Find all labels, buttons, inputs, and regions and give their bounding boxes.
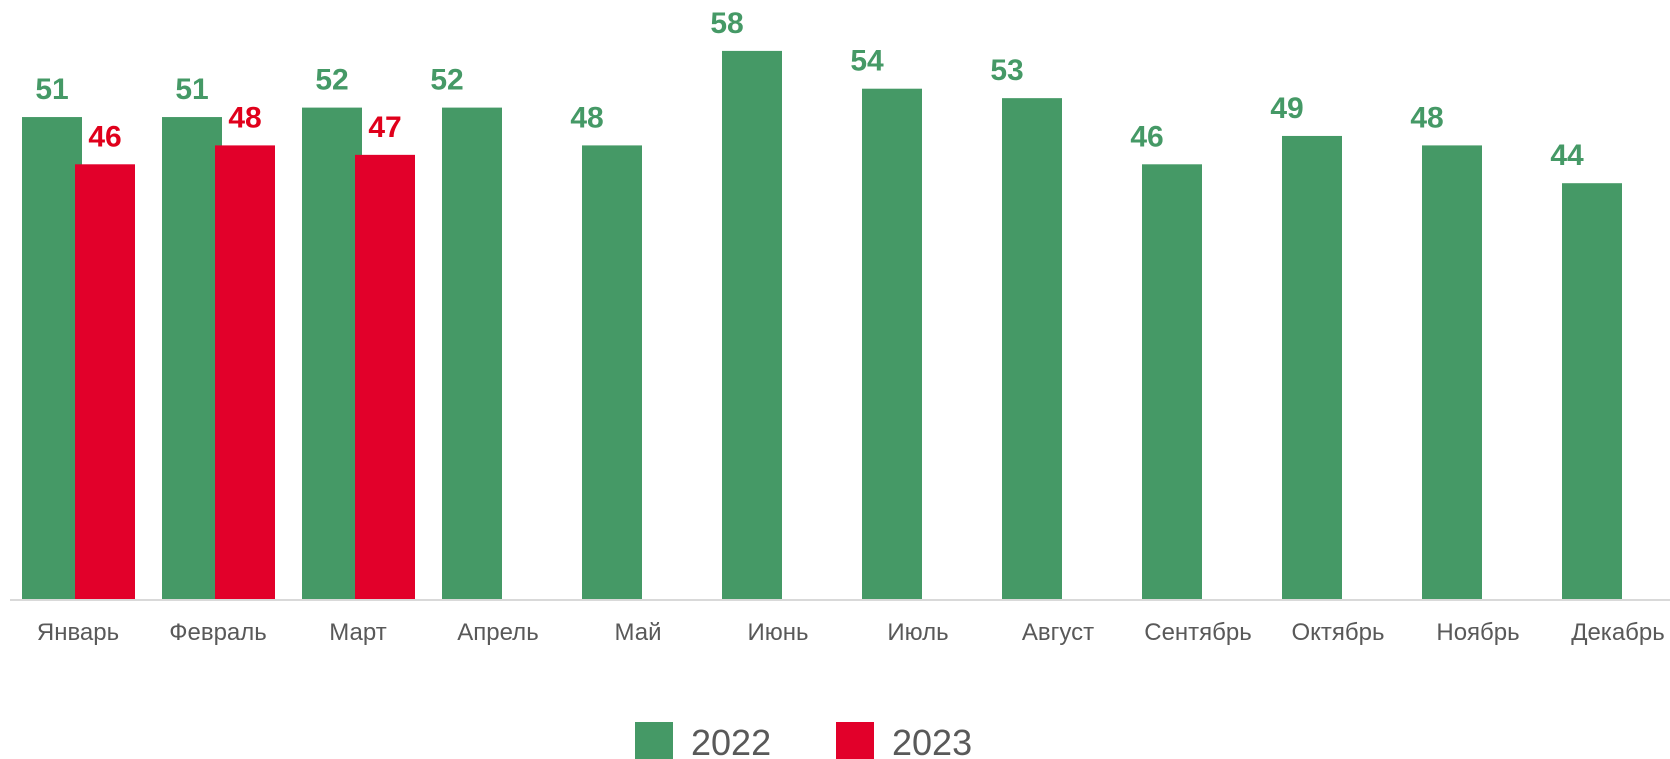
bar-2023-Январь [75, 164, 135, 600]
bar-2022-Апрель [442, 107, 502, 599]
value-labels-layer: 51 51 52 52 48 58 54 53 46 49 48 44 46 48 47 [35, 7, 1584, 172]
bar-2022-Май [582, 145, 642, 599]
bar-2022-Ноябрь [1422, 145, 1482, 599]
value-label-2022-Сентябрь: 46 [1130, 120, 1163, 153]
value-label-2022-Июль: 54 [850, 45, 884, 78]
bar-2022-Февраль [162, 117, 222, 600]
value-label-2022-Май: 48 [570, 101, 603, 134]
bar-2022-Июль [862, 88, 922, 599]
value-label-2023-Январь: 46 [88, 120, 121, 153]
category-label: Февраль [169, 619, 267, 646]
category-label: Июнь [747, 619, 808, 646]
value-label-2022-Февраль: 51 [175, 73, 208, 106]
value-label-2023-Февраль: 48 [228, 101, 261, 134]
category-label: Декабрь [1571, 619, 1665, 646]
bar-2023-Март [355, 154, 415, 599]
value-label-2023-Март: 47 [368, 111, 401, 144]
category-label: Октябрь [1291, 619, 1384, 646]
bars-layer [22, 50, 1622, 600]
legend-label-2022: 2022 [691, 722, 771, 759]
value-label-2022-Июнь: 58 [710, 7, 743, 40]
legend-label-2023: 2023 [892, 722, 972, 759]
value-label-2022-Ноябрь: 48 [1410, 101, 1443, 134]
bar-2022-Декабрь [1562, 183, 1622, 599]
legend: 2022 2023 [635, 722, 972, 759]
category-labels-layer: Январь Февраль Март Апрель Май Июнь Июль Август… [37, 619, 1665, 646]
category-label: Ноябрь [1436, 619, 1519, 646]
bar-2022-Январь [22, 117, 82, 600]
bar-2022-Март [302, 107, 362, 599]
category-label: Апрель [457, 619, 538, 646]
value-label-2022-Август: 53 [990, 54, 1023, 87]
category-label: Март [329, 619, 386, 646]
value-label-2022-Январь: 51 [35, 73, 68, 106]
legend-swatch-2022 [635, 722, 673, 759]
category-label: Июль [887, 619, 948, 646]
bar-2022-Октябрь [1282, 135, 1342, 599]
category-label: Сентябрь [1144, 619, 1252, 646]
bar-2022-Август [1002, 98, 1062, 600]
value-label-2022-Октябрь: 49 [1270, 92, 1303, 125]
category-label: Январь [37, 619, 119, 646]
value-label-2022-Март: 52 [315, 64, 348, 97]
category-label: Май [614, 619, 661, 646]
value-label-2022-Апрель: 52 [430, 64, 463, 97]
value-label-2022-Декабрь: 44 [1550, 139, 1584, 172]
category-label: Август [1022, 619, 1094, 646]
bar-2023-Февраль [215, 145, 275, 599]
bar-2022-Сентябрь [1142, 164, 1202, 600]
bar-2022-Июнь [722, 50, 782, 599]
legend-swatch-2023 [836, 722, 874, 759]
